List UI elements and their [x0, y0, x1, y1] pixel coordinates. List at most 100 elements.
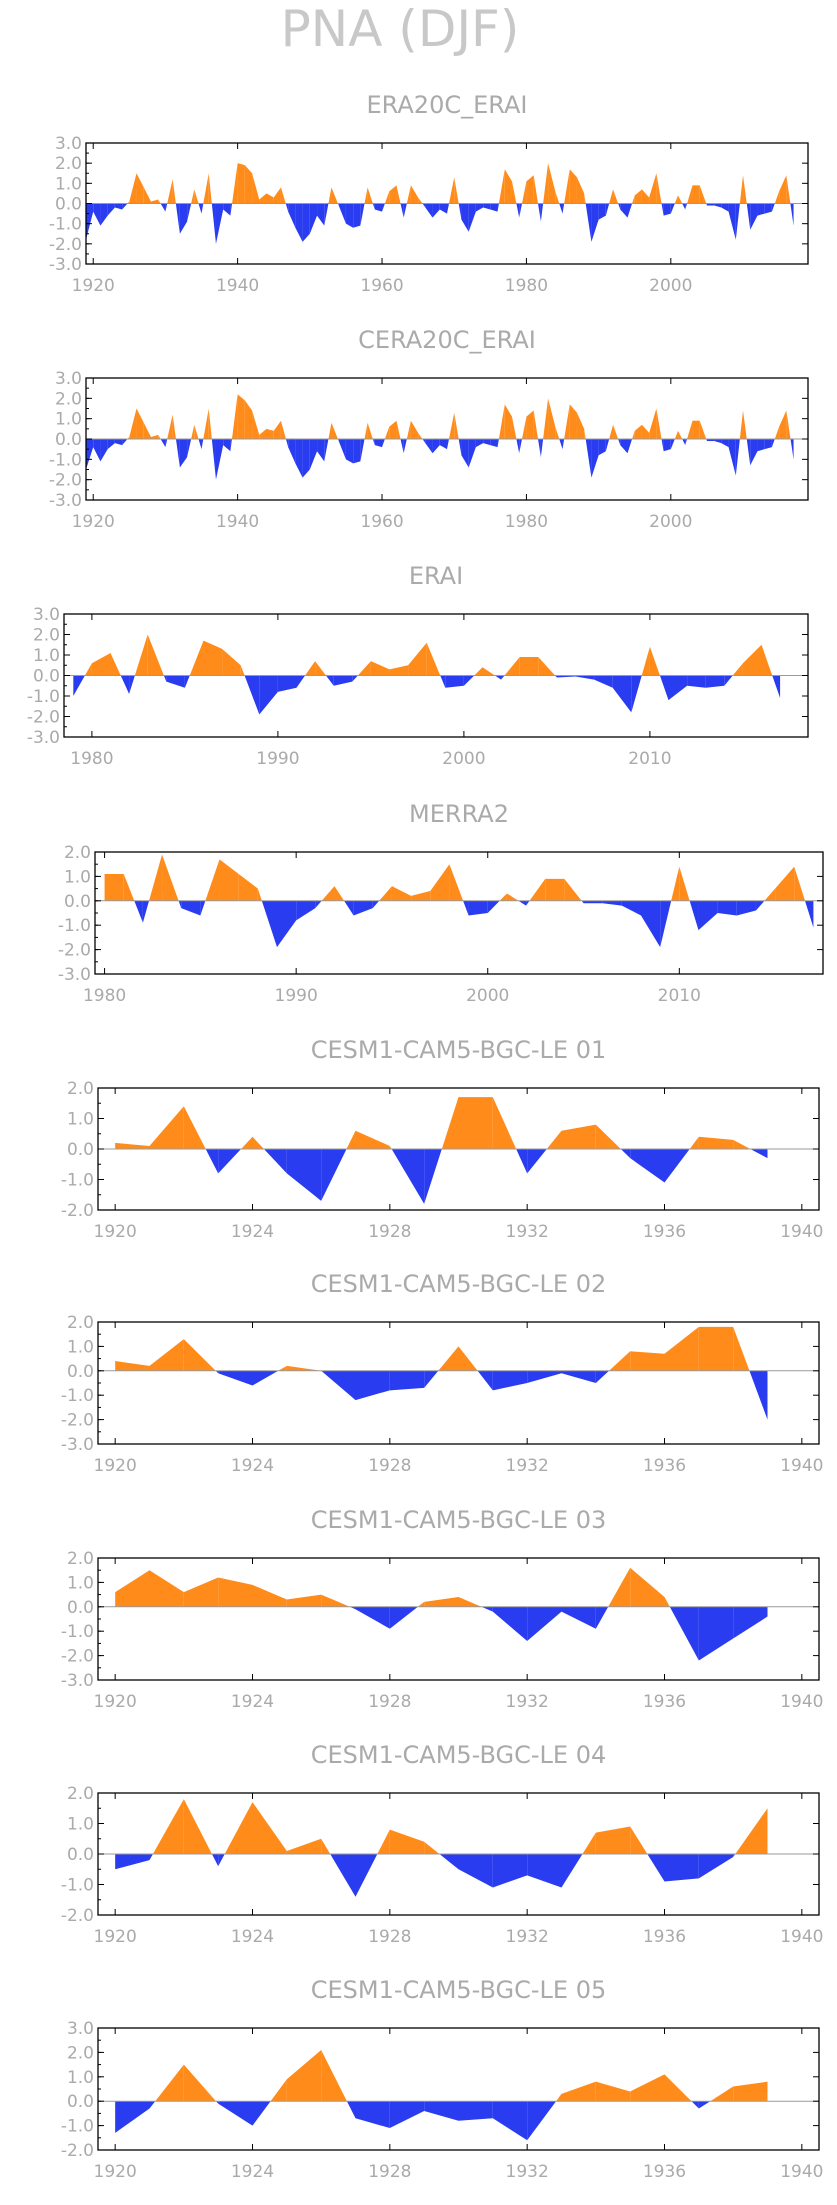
area-segment	[238, 873, 258, 901]
area-segment	[372, 439, 375, 446]
figure-title: PNA (DJF)	[281, 0, 520, 58]
area-segment	[382, 439, 385, 448]
area-segment	[93, 439, 101, 462]
area-segment	[772, 675, 781, 699]
x-tick-label: 1940	[780, 1692, 823, 1712]
area-segment	[158, 434, 161, 439]
chart-panel: CESM1-CAM5-BGC-LE 02 2.0 1.0 0.0 -1.0 -2.0 -3.…	[61, 1270, 824, 1476]
area-segment	[259, 193, 267, 204]
area-segment	[674, 430, 679, 439]
area-segment	[533, 175, 539, 204]
chart-title: MERRA2	[409, 800, 509, 828]
area-segment	[750, 439, 758, 466]
y-tick-label: 1.0	[33, 646, 60, 666]
area-segment	[288, 203, 296, 228]
area-segment	[321, 1838, 331, 1854]
area-segment	[345, 439, 354, 464]
area-segment	[346, 2101, 356, 2119]
y-tick-label: 2.0	[55, 389, 82, 409]
area-segment	[682, 203, 686, 210]
area-segment	[183, 1799, 212, 1854]
area-segment	[757, 439, 765, 452]
area-segment	[581, 900, 584, 904]
area-segment	[516, 439, 520, 454]
area-segment	[367, 187, 373, 204]
area-segment	[286, 1365, 322, 1371]
area-segment	[232, 163, 238, 204]
area-segment	[540, 203, 544, 222]
area-segment	[670, 203, 675, 214]
area-segment	[728, 203, 736, 240]
area-segment	[498, 169, 505, 204]
area-segment	[163, 675, 167, 682]
area-segment	[481, 1606, 493, 1612]
area-segment	[511, 416, 517, 439]
area-segment	[555, 675, 557, 678]
area-segment	[483, 203, 491, 210]
area-segment	[733, 1606, 768, 1639]
area-segment	[136, 173, 144, 204]
area-segment	[280, 187, 286, 204]
area-segment	[391, 1149, 425, 1204]
area-segment	[215, 203, 224, 244]
area-segment	[545, 878, 565, 901]
area-segment	[403, 203, 407, 218]
area-segment	[215, 439, 224, 480]
area-segment	[252, 1370, 279, 1386]
area-segment	[198, 439, 202, 450]
y-tick-label: 0.0	[67, 2092, 94, 2112]
chart-title: CERA20C_ERAI	[358, 326, 536, 354]
area-segment	[598, 203, 606, 220]
area-segment	[349, 1606, 356, 1610]
chart-panel: CERA20C_ERAI 3.02.01.00.0-1.0-2.0-3.01920…	[49, 326, 809, 532]
area-segment	[538, 203, 541, 222]
area-segment	[634, 424, 642, 439]
area-segment	[231, 394, 238, 439]
area-segment	[548, 398, 556, 439]
chart-title: CESM1-CAM5-BGC-LE 04	[311, 1741, 607, 1769]
area-segment	[458, 1854, 493, 1888]
area-segment	[543, 398, 549, 439]
area-segment	[302, 203, 310, 242]
area-segment	[647, 1854, 665, 1882]
area-segment	[277, 900, 297, 948]
area-segment	[389, 420, 397, 439]
chart-title: ERA20C_ERAI	[367, 91, 528, 119]
area-segment	[438, 1346, 459, 1371]
y-tick-label: 0.0	[67, 1140, 94, 1160]
y-tick-label: -2.0	[49, 235, 82, 255]
area-segment	[492, 1097, 517, 1149]
area-segment	[664, 2074, 692, 2102]
area-segment	[115, 2101, 150, 2133]
area-segment	[620, 439, 628, 454]
area-segment	[280, 420, 286, 439]
area-segment	[447, 203, 450, 214]
area-segment	[396, 185, 401, 204]
x-tick-label: 1940	[780, 2162, 823, 2182]
y-tick-label: -1.0	[61, 1386, 94, 1406]
x-tick-label: 2000	[649, 512, 692, 532]
area-segment	[273, 187, 281, 204]
x-tick-label: 1980	[505, 512, 548, 532]
area-segment	[384, 426, 390, 439]
area-segment	[698, 2101, 711, 2109]
area-segment	[584, 428, 586, 439]
area-segment	[422, 203, 426, 208]
y-tick-label: 3.0	[55, 134, 82, 154]
area-segment	[608, 1567, 631, 1607]
y-tick-label: -2.0	[61, 2141, 94, 2161]
area-segment	[150, 434, 159, 439]
area-segment	[519, 439, 523, 454]
area-segment	[595, 1826, 631, 1854]
x-tick-label: 1936	[643, 1692, 686, 1712]
area-segment	[620, 1149, 631, 1159]
area-segment	[687, 420, 693, 439]
area-segment	[595, 1124, 621, 1149]
area-segment	[482, 667, 495, 676]
area-segment	[285, 439, 289, 448]
x-tick-label: 1932	[506, 1456, 549, 1476]
area-segment	[374, 439, 383, 448]
area-segment	[494, 675, 502, 680]
area-segment	[129, 173, 137, 204]
x-tick-label: 1932	[506, 1692, 549, 1712]
